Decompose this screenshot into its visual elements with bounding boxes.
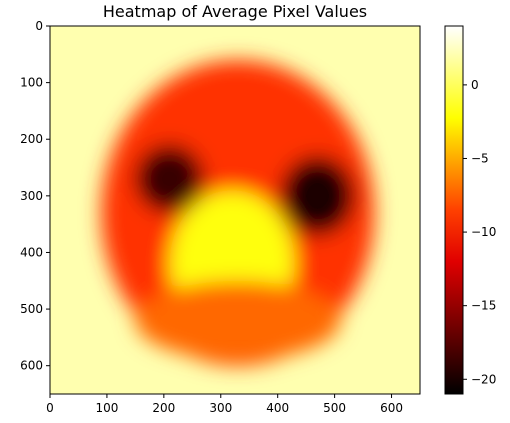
heatmap-region-left-dark-lobe: [135, 144, 204, 213]
colorbar: 0 −5 −10 −15 −20: [444, 25, 496, 395]
x-tick-label: 200: [152, 401, 175, 415]
x-tick-label: 500: [323, 401, 346, 415]
x-tick-label: 400: [266, 401, 289, 415]
x-tick-label: 0: [46, 401, 54, 415]
x-axis: 0 100 200 300 400 500 600: [46, 394, 403, 415]
colorbar-tick-label: −5: [471, 151, 489, 165]
colorbar-ticks: 0 −5 −10 −15 −20: [463, 78, 496, 386]
heatmap-region-right-dark-lobe: [280, 156, 355, 236]
chart-title: Heatmap of Average Pixel Values: [103, 2, 367, 21]
y-axis: 0 100 200 300 400 500 600: [20, 19, 50, 373]
y-tick-label: 200: [20, 132, 43, 146]
y-tick-label: 600: [20, 359, 43, 373]
y-tick-label: 300: [20, 189, 43, 203]
heatmap-region-lower-region: [135, 280, 341, 361]
plot-area: [50, 26, 420, 394]
y-tick-label: 100: [20, 76, 43, 90]
x-tick-label: 300: [209, 401, 232, 415]
y-tick-label: 500: [20, 302, 43, 316]
x-tick-label: 100: [95, 401, 118, 415]
colorbar-gradient: [444, 25, 464, 395]
x-tick-label: 600: [380, 401, 403, 415]
y-tick-label: 400: [20, 245, 43, 259]
plot-frame: [49, 25, 421, 395]
y-tick-label: 0: [35, 19, 43, 33]
colorbar-tick-label: −20: [471, 372, 496, 386]
colorbar-tick-label: −15: [471, 299, 496, 313]
colorbar-tick-label: −10: [471, 225, 496, 239]
colorbar-tick-label: 0: [471, 78, 479, 92]
